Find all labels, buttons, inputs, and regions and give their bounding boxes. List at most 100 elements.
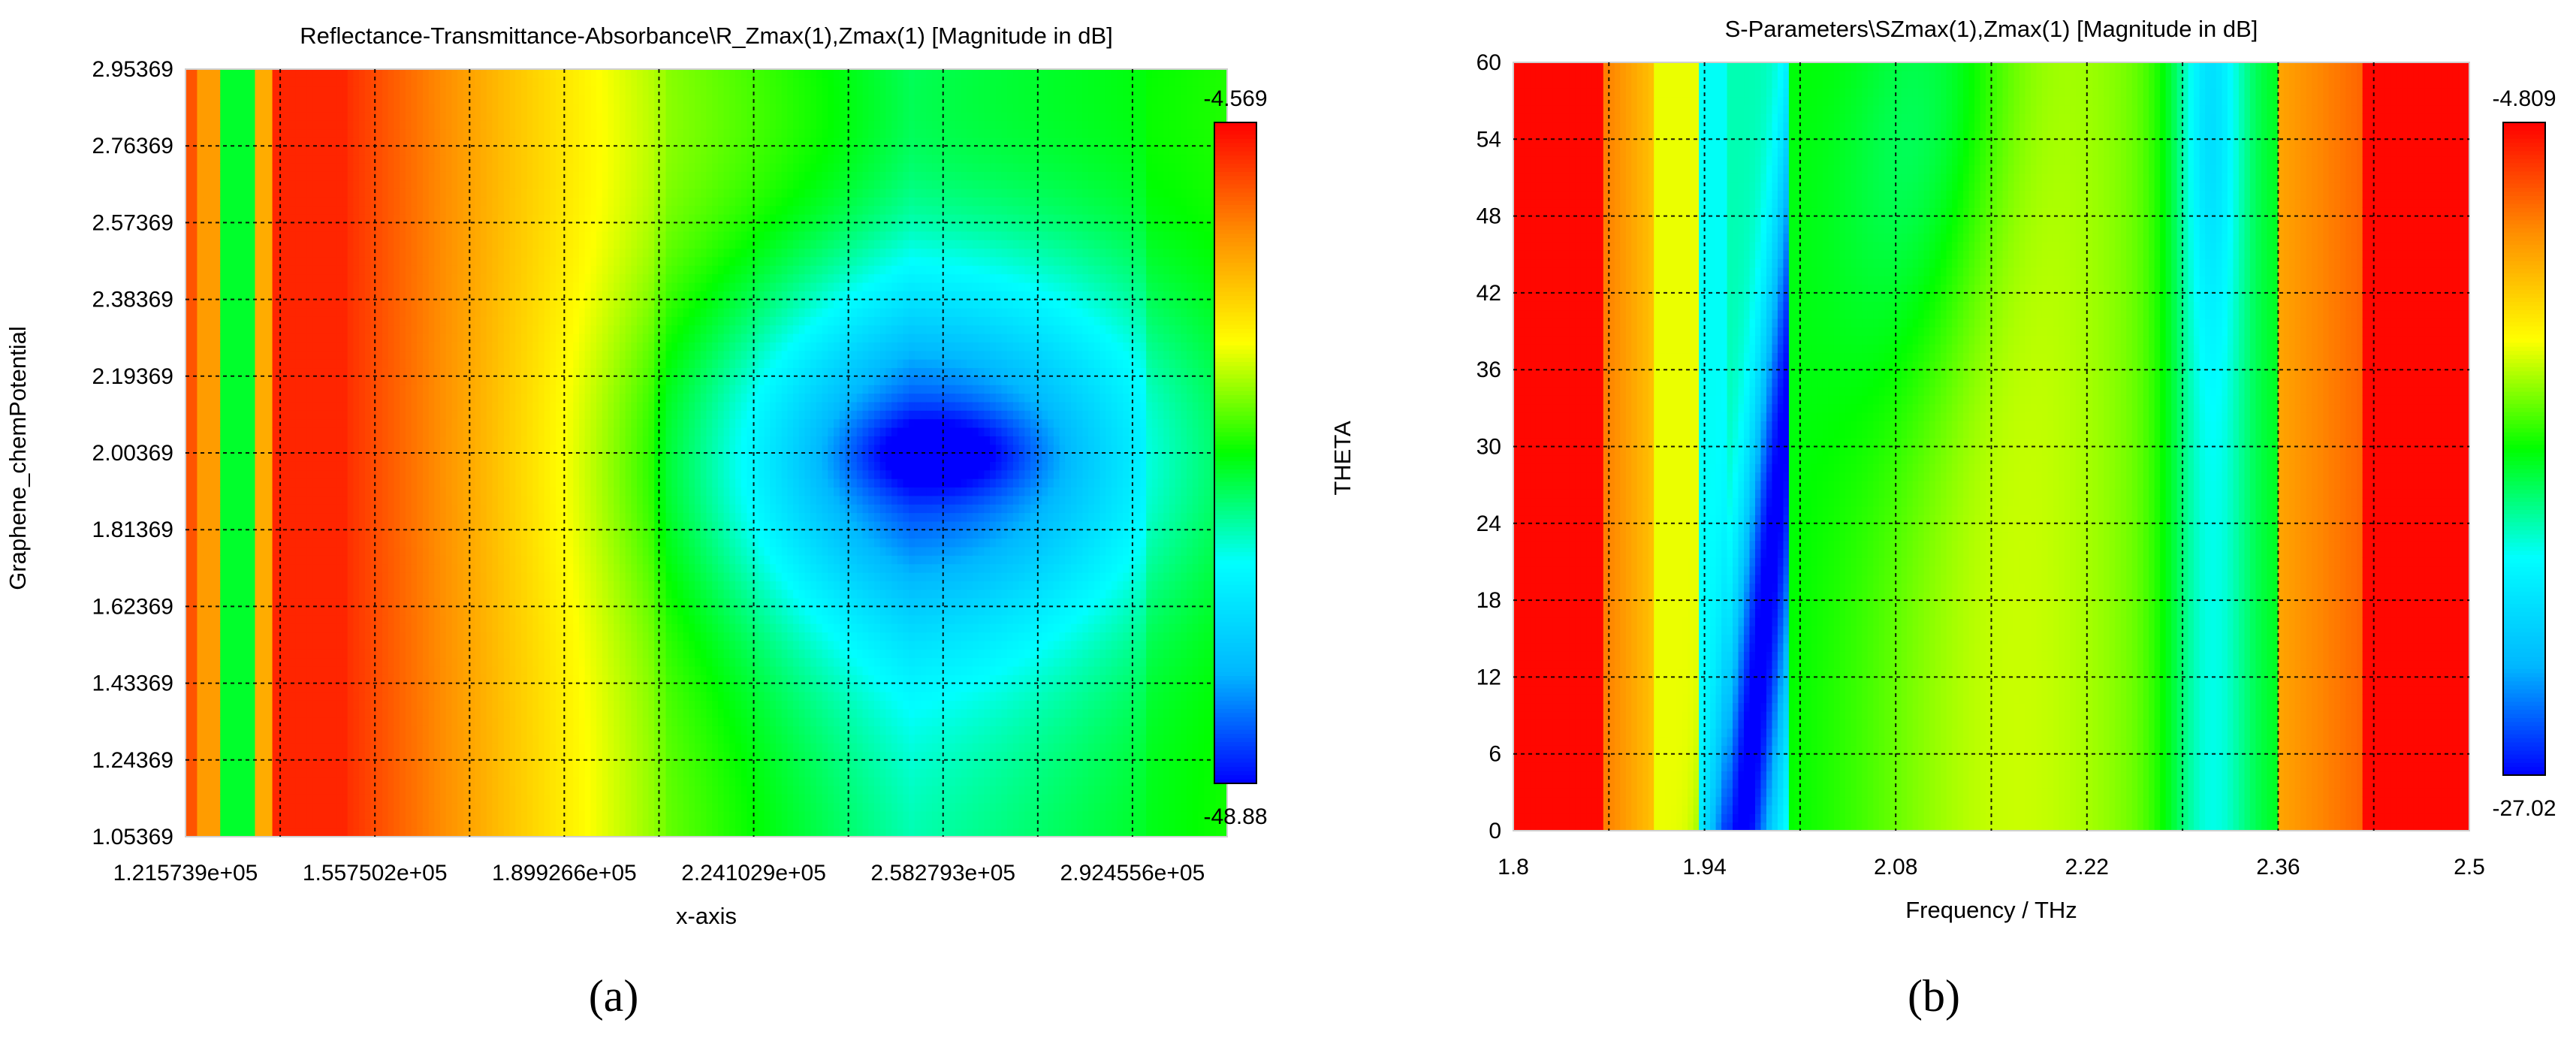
heatmap-cell bbox=[267, 735, 273, 744]
heatmap-cell bbox=[249, 453, 255, 462]
heatmap-cell bbox=[186, 649, 192, 658]
heatmap-cell bbox=[336, 410, 342, 419]
heatmap-cell bbox=[376, 521, 382, 530]
heatmap-cell bbox=[295, 214, 301, 223]
heatmap-cell bbox=[290, 828, 296, 837]
heatmap-cell bbox=[243, 86, 249, 95]
heatmap-cell bbox=[330, 171, 336, 180]
heatmap-cell bbox=[237, 760, 243, 769]
heatmap-cell bbox=[192, 445, 198, 454]
heatmap-cell bbox=[273, 811, 279, 820]
heatmap-cell bbox=[209, 470, 215, 479]
heatmap-cell bbox=[220, 700, 226, 709]
heatmap-cell bbox=[371, 445, 377, 454]
heatmap-cell bbox=[226, 828, 232, 837]
heatmap-cell bbox=[365, 743, 371, 752]
heatmap-cell bbox=[192, 86, 198, 95]
heatmap-cell bbox=[301, 206, 307, 215]
heatmap-cell bbox=[301, 658, 307, 667]
heatmap-cell bbox=[186, 112, 192, 121]
heatmap-cell bbox=[220, 137, 226, 146]
heatmap-cell bbox=[186, 189, 192, 198]
heatmap-cell bbox=[209, 394, 215, 403]
heatmap-cell bbox=[307, 359, 313, 368]
heatmap-cell bbox=[209, 692, 215, 701]
heatmap-cell bbox=[278, 828, 284, 837]
heatmap-cell bbox=[249, 649, 255, 658]
heatmap-cell bbox=[215, 180, 221, 189]
heatmap-cell bbox=[318, 77, 324, 86]
heatmap-cell bbox=[371, 692, 377, 701]
heatmap-cell bbox=[307, 751, 313, 760]
heatmap-cell bbox=[318, 794, 324, 803]
heatmap-cell bbox=[330, 453, 336, 462]
heatmap-cell bbox=[336, 794, 342, 803]
heatmap-cell bbox=[273, 504, 279, 513]
heatmap-cell bbox=[353, 735, 359, 744]
heatmap-cell bbox=[255, 436, 261, 445]
heatmap-cell bbox=[192, 632, 198, 641]
heatmap-cell bbox=[215, 222, 221, 231]
heatmap-cell bbox=[295, 427, 301, 436]
heatmap-cell bbox=[243, 692, 249, 701]
heatmap-cell bbox=[365, 180, 371, 189]
heatmap-cell bbox=[295, 112, 301, 121]
heatmap-cell bbox=[203, 342, 209, 351]
heatmap-cell bbox=[284, 717, 290, 726]
heatmap-cell bbox=[330, 128, 336, 137]
heatmap-cell bbox=[192, 819, 198, 828]
heatmap-cell bbox=[376, 786, 382, 795]
heatmap-cell bbox=[290, 819, 296, 828]
heatmap-cell bbox=[255, 410, 261, 419]
heatmap-cell bbox=[215, 248, 221, 257]
heatmap-cell bbox=[284, 735, 290, 744]
heatmap-cell bbox=[336, 137, 342, 146]
heatmap-cell bbox=[249, 410, 255, 419]
heatmap-cell bbox=[348, 436, 354, 445]
heatmap-cell bbox=[324, 367, 330, 376]
heatmap-cell bbox=[290, 666, 296, 675]
heatmap-cell bbox=[295, 171, 301, 180]
heatmap-cell bbox=[295, 240, 301, 249]
heatmap-cell bbox=[307, 786, 313, 795]
heatmap-cell bbox=[226, 564, 232, 573]
heatmap-cell bbox=[353, 180, 359, 189]
heatmap-cell bbox=[313, 394, 319, 403]
heatmap-cell bbox=[215, 760, 221, 769]
heatmap-cell bbox=[348, 717, 354, 726]
heatmap-cell bbox=[249, 95, 255, 104]
heatmap-cell bbox=[313, 598, 319, 607]
heatmap-cell bbox=[249, 376, 255, 385]
heatmap-cell bbox=[359, 436, 365, 445]
heatmap-cell bbox=[371, 743, 377, 752]
heatmap-cell bbox=[371, 95, 377, 104]
heatmap-cell bbox=[290, 367, 296, 376]
heatmap-cell bbox=[330, 231, 336, 240]
heatmap-cell bbox=[324, 445, 330, 454]
heatmap-cell bbox=[348, 359, 354, 368]
heatmap-cell bbox=[209, 555, 215, 564]
heatmap-cell bbox=[371, 189, 377, 198]
heatmap-cell bbox=[255, 632, 261, 641]
heatmap-cell bbox=[203, 436, 209, 445]
heatmap-cell bbox=[249, 316, 255, 325]
heatmap-cell bbox=[273, 632, 279, 641]
heatmap-cell bbox=[278, 504, 284, 513]
heatmap-cell bbox=[220, 461, 226, 470]
heatmap-cell bbox=[353, 376, 359, 385]
heatmap-cell bbox=[376, 641, 382, 650]
heatmap-cell bbox=[324, 231, 330, 240]
heatmap-cell bbox=[342, 385, 348, 394]
heatmap-cell bbox=[336, 803, 342, 812]
heatmap-cell bbox=[197, 257, 203, 266]
heatmap-cell bbox=[313, 77, 319, 86]
heatmap-cell bbox=[371, 606, 377, 615]
heatmap-cell bbox=[243, 590, 249, 599]
heatmap-cell bbox=[203, 146, 209, 155]
heatmap-cell bbox=[371, 666, 377, 675]
heatmap-cell bbox=[186, 461, 192, 470]
heatmap-cell bbox=[186, 342, 192, 351]
heatmap-cell bbox=[336, 95, 342, 104]
heatmap-cell bbox=[318, 410, 324, 419]
heatmap-cell bbox=[273, 555, 279, 564]
